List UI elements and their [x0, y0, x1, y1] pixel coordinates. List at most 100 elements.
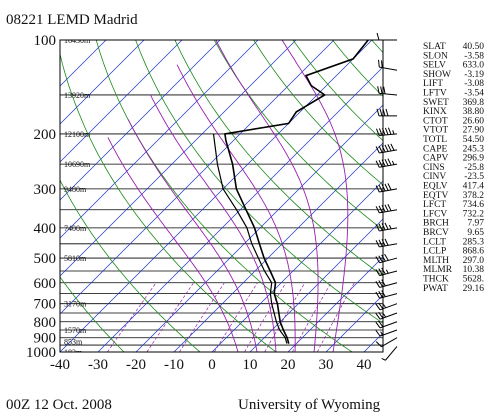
wind-barb-feather	[375, 341, 382, 348]
isotherm-line	[60, 40, 145, 125]
isotherm-line	[135, 104, 383, 352]
dry-adiabat	[95, 40, 353, 352]
wind-barb-feather	[375, 312, 381, 320]
wind-barb-feather	[387, 158, 392, 166]
index-value: 38.80	[463, 107, 485, 117]
wind-barb-feather	[387, 127, 392, 135]
mixing-ratio-line	[291, 282, 332, 352]
wind-barb-feather	[381, 223, 386, 231]
index-value: 285.3	[463, 237, 485, 247]
wind-barb	[375, 183, 398, 193]
temperature-tick-label: -10	[164, 357, 184, 373]
wind-barb-feather	[375, 224, 380, 232]
pressure-tick-label: 900	[34, 331, 57, 347]
wind-barb	[375, 320, 398, 329]
chart-title: 08221 LEMD Madrid	[6, 12, 138, 28]
moist-adiabat	[215, 40, 319, 352]
pressure-tick-label: 400	[34, 221, 57, 237]
wind-barb	[375, 279, 398, 288]
isotherm-line	[287, 256, 383, 352]
temperature-tick-label: -40	[50, 357, 70, 373]
wind-barb-feather	[378, 280, 383, 287]
index-value: 54.50	[463, 135, 485, 145]
index-value: 868.6	[463, 247, 485, 257]
dry-adiabat	[135, 40, 383, 324]
index-name: LFCT	[423, 200, 446, 210]
mixing-ratio-line	[264, 282, 306, 352]
index-value: 29.16	[463, 284, 485, 294]
wind-barb-half-feather	[381, 358, 386, 361]
wind-barb-feather	[382, 108, 386, 116]
wind-barb	[381, 346, 398, 361]
wind-barb	[375, 253, 398, 264]
pressure-tick-label: 300	[34, 182, 57, 198]
height-label: 5810m	[64, 254, 87, 263]
wind-barb-feather	[378, 291, 383, 298]
index-name: VTOT	[423, 126, 448, 136]
wind-barb-feather	[387, 144, 392, 152]
wind-barb	[376, 108, 397, 117]
pressure-tick-label: 700	[34, 297, 57, 313]
height-label: 7400m	[64, 224, 87, 233]
wind-barb-feather	[377, 86, 380, 94]
wind-barb-staff	[381, 337, 398, 348]
height-label: 13920m	[64, 91, 91, 100]
wind-barb-feather	[381, 279, 386, 287]
wind-barb-half-feather	[383, 304, 387, 309]
wind-barb-feather	[378, 311, 384, 319]
index-value: -3.08	[464, 79, 484, 89]
wind-barb-feather	[378, 223, 383, 231]
wind-barb-feather	[381, 184, 386, 192]
index-value: 40.50	[463, 42, 485, 52]
pressure-tick-label: 800	[34, 315, 57, 331]
height-label: 9480m	[64, 185, 87, 194]
wind-barb-feather	[378, 145, 383, 153]
wind-barb-feather	[375, 128, 380, 136]
isotherm-line	[60, 40, 183, 163]
wind-barb-feather	[387, 183, 392, 191]
wind-barb-feather	[378, 255, 383, 263]
index-value: 10.38	[463, 265, 485, 275]
wind-barb-feather	[384, 127, 389, 135]
wind-barb	[375, 267, 398, 277]
index-value: 297.0	[463, 256, 485, 266]
temperature-tick-label: -20	[126, 357, 146, 373]
wind-barb-half-feather	[392, 130, 395, 135]
mixing-ratio-line	[146, 282, 194, 352]
index-name: CINS	[423, 163, 445, 173]
wind-barb-feather	[384, 253, 389, 261]
wind-barb-half-feather	[391, 160, 395, 165]
index-name: SELV	[423, 61, 446, 71]
footer-source: University of Wyoming	[238, 397, 381, 413]
temperature-profile	[223, 40, 369, 344]
wind-barb-feather	[378, 239, 383, 247]
isotherm-line	[249, 218, 383, 352]
wind-barb-half-feather	[383, 313, 387, 318]
index-name: BRCH	[423, 219, 449, 229]
wind-barb-feather	[380, 86, 383, 94]
isotherm-line	[325, 294, 383, 352]
index-name: LFCV	[423, 209, 447, 219]
index-value: 732.2	[463, 209, 485, 219]
wind-barb-feather	[381, 145, 386, 153]
wind-barb-feather	[375, 329, 381, 337]
dry-adiabat	[60, 276, 125, 352]
mixing-ratio-line	[214, 282, 258, 352]
wind-barb	[375, 290, 398, 299]
index-name: CAPE	[423, 144, 447, 154]
wind-barb	[375, 127, 398, 136]
wind-barb-feather	[381, 290, 386, 297]
wind-barb-feather	[381, 239, 386, 247]
index-value: 417.4	[463, 182, 485, 192]
wind-barb-feather	[375, 185, 380, 193]
stability-indices: SLAT 40.50 SLON -3.58 SELV 633.0 SHOW -3.19 LIFT…	[423, 42, 484, 294]
dry-adiabat	[213, 40, 383, 231]
moist-adiabat	[127, 119, 258, 352]
wind-barb	[376, 32, 397, 41]
wind-barb-half-feather	[385, 269, 389, 274]
index-name: MLMR	[423, 265, 453, 275]
height-label: 16430m	[64, 36, 91, 45]
wind-barb-feather	[384, 158, 389, 166]
index-name: SLON	[423, 51, 448, 61]
